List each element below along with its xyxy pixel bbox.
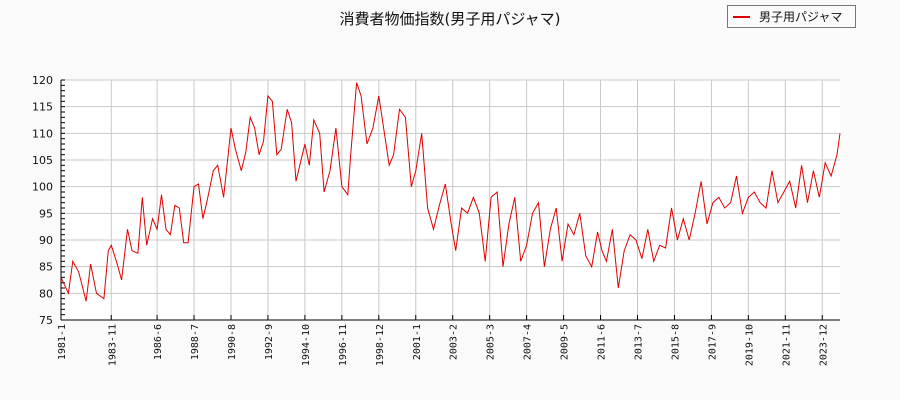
y-tick-label: 115 (32, 101, 53, 114)
y-tick-label: 80 (39, 287, 53, 300)
x-tick-label: 2017-9 (707, 324, 718, 360)
y-tick-label: 85 (39, 261, 53, 274)
y-tick-label: 75 (39, 314, 53, 327)
legend-label: 男子用パジャマ (759, 10, 843, 24)
y-tick-label: 100 (32, 181, 53, 194)
x-tick-label: 2011-6 (597, 324, 608, 360)
legend: 男子用パジャマ (727, 5, 856, 28)
x-tick-label: 2015-8 (670, 324, 681, 360)
x-tick-label: 1981-1 (57, 324, 68, 360)
x-tick-label: 2019-10 (744, 324, 755, 366)
chart-title: 消費者物価指数(男子用パジャマ) (339, 10, 561, 28)
grid-lines (60, 79, 840, 321)
x-tick-label: 2023-12 (818, 324, 829, 366)
x-tick-label: 1983-11 (107, 324, 118, 366)
y-tick-label: 110 (32, 127, 53, 140)
x-tick-label: 1988-7 (190, 324, 201, 360)
y-tick-label: 105 (32, 154, 53, 167)
x-tick-label: 2013-7 (633, 324, 644, 360)
x-tick-label: 1994-10 (301, 324, 312, 366)
x-axis: 1981-1 1983-11 1986-6 1988-7 1990-8 1992-9 199… (57, 315, 840, 366)
x-tick-label: 2009-5 (560, 324, 571, 360)
x-tick-label: 1990-8 (227, 324, 238, 360)
x-tick-label: 1992-9 (264, 324, 275, 360)
x-tick-label: 2005-3 (486, 324, 497, 360)
x-tick-label: 2007-4 (523, 324, 534, 360)
x-tick-label: 2021-11 (781, 324, 792, 366)
series-line-mens-pajamas (60, 82, 841, 302)
x-tick-label: 2001-1 (412, 324, 423, 360)
legend-line-swatch-icon (733, 15, 750, 18)
x-tick-label: 2003-2 (449, 324, 460, 360)
y-tick-label: 120 (32, 74, 53, 87)
x-tick-label: 1986-6 (153, 324, 164, 360)
x-tick-label: 1996-11 (338, 324, 349, 366)
y-tick-label: 95 (39, 207, 53, 220)
y-axis: 75 80 85 90 95 100 105 110 115 120 (32, 74, 65, 327)
x-tick-label: 1998-12 (375, 324, 386, 366)
y-tick-label: 90 (39, 234, 53, 247)
